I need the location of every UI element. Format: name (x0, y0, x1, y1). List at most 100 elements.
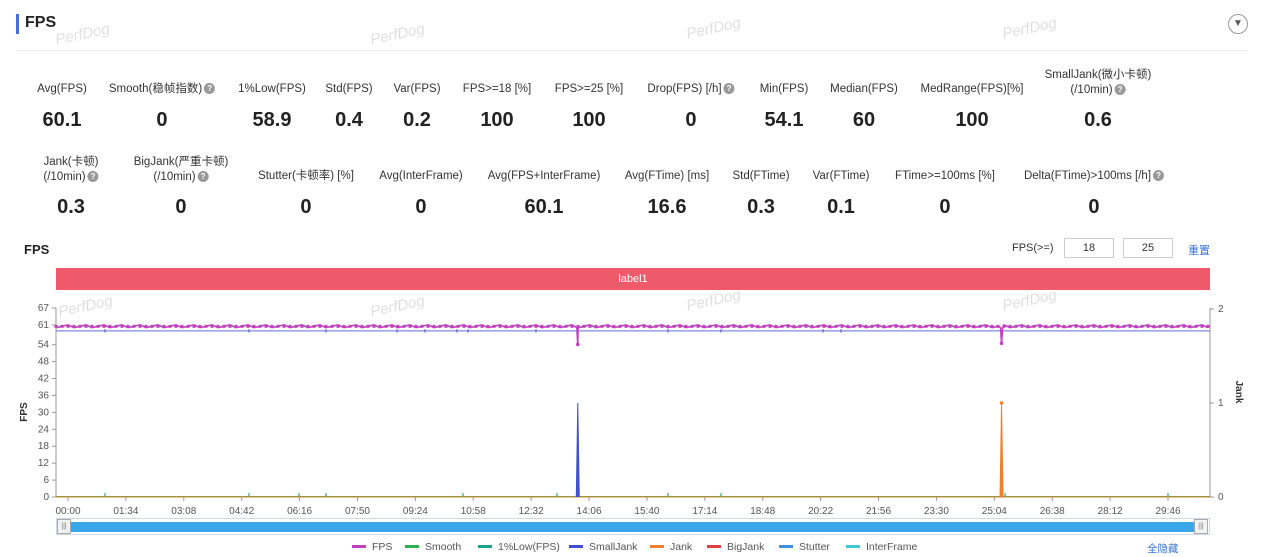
metric-value: 100 (480, 109, 514, 131)
series-fps-marker (1170, 324, 1174, 328)
series-fps-marker (750, 324, 754, 328)
series-fps-marker (192, 324, 196, 328)
series-fps-marker (1014, 324, 1018, 328)
legend-item-smalljank[interactable]: SmallJank (569, 541, 637, 553)
series-fps-marker (1176, 324, 1180, 328)
series-fps-marker (900, 324, 904, 328)
metric-row1-9: Median(FPS) 60 (830, 82, 898, 131)
metric-label: Avg(FPS+InterFrame) (487, 170, 601, 182)
chevron-down-icon[interactable]: ▼ (1228, 14, 1248, 34)
series-fps-marker (1068, 324, 1072, 328)
legend-item-interframe[interactable]: InterFrame (846, 541, 917, 553)
series-fps-marker (120, 324, 124, 328)
zoom-slider-range[interactable] (64, 522, 1200, 532)
page-title: FPS (25, 14, 57, 31)
series-fps-marker (450, 324, 454, 328)
metric-row2-7: Var(FTime) 0.1 (813, 169, 870, 218)
help-icon[interactable]: ? (1153, 170, 1165, 182)
series-fps-marker (1110, 324, 1114, 328)
series-fps-marker (1134, 324, 1138, 328)
series-fps-marker (114, 324, 118, 328)
series-fps-marker (954, 324, 958, 328)
help-icon[interactable]: ? (197, 171, 209, 183)
y-right-tick-label: 0 (1218, 492, 1224, 503)
legend-swatch (779, 544, 793, 548)
x-tick-label: 18:48 (750, 506, 775, 517)
series-fps-marker (576, 324, 580, 328)
metric-label-unit: (/10min)? (134, 170, 229, 185)
series-fps-marker (1026, 324, 1030, 328)
zoom-handle-left[interactable]: ||| (57, 519, 71, 534)
legend-swatch (650, 544, 664, 548)
series-fps-marker (1008, 324, 1012, 328)
series-fps-marker (618, 324, 622, 328)
metric-row1-8: Min(FPS) 54.1 (760, 82, 809, 131)
metric-label: FPS>=25 [%] (554, 83, 624, 95)
legend-item-stutter[interactable]: Stutter (779, 541, 830, 553)
legend-item-fps[interactable]: FPS (352, 541, 392, 553)
series-fps-marker (558, 324, 562, 328)
y-axis-title-left: FPS (19, 402, 30, 422)
metric-value: 0 (415, 196, 427, 218)
series-fps-marker (204, 324, 208, 328)
metric-row1-1: Smooth(稳帧指数)? 0 (109, 82, 216, 131)
metric-label-unit: (/10min)? (1045, 83, 1152, 98)
metric-label: FPS>=18 [%] (462, 83, 532, 95)
series-fps-marker (1116, 324, 1120, 328)
hide-all-button[interactable]: 全隐藏 (1147, 543, 1179, 555)
legend-swatch (707, 544, 721, 548)
help-icon[interactable]: ? (204, 83, 216, 95)
legend-item-smooth[interactable]: Smooth (405, 541, 461, 553)
series-fps-marker (1074, 324, 1078, 328)
series-fps-marker (972, 324, 976, 328)
metric-row1-11: SmallJank(微小卡顿) (/10min)? 0.6 (1045, 68, 1152, 131)
legend-item-bigjank[interactable]: BigJank (707, 541, 764, 553)
series-fps-marker (1098, 324, 1102, 328)
series-fps-marker (444, 324, 448, 328)
zoom-handle-right[interactable]: ||| (1194, 519, 1208, 534)
legend-label: 1%Low(FPS) (498, 541, 560, 553)
help-icon[interactable]: ? (1114, 84, 1126, 96)
x-tick-label: 03:08 (171, 506, 196, 517)
metric-label: BigJank(严重卡顿) (133, 156, 229, 168)
zoom-slider[interactable] (56, 518, 1210, 535)
series-fps-marker (246, 324, 250, 328)
legend-swatch (405, 544, 419, 548)
series-fps-marker (864, 324, 868, 328)
series-fps-marker (696, 324, 700, 328)
series-fps-marker (1044, 324, 1048, 328)
threshold-input-1[interactable] (1064, 238, 1114, 258)
series-fps-marker (822, 324, 826, 328)
series-fps-dip-point (999, 341, 1004, 346)
y-tick-label: 42 (38, 374, 50, 385)
series-fps-marker (270, 324, 274, 328)
metric-value: 0 (175, 196, 187, 218)
metric-value: 60 (852, 109, 876, 131)
series-fps-marker (264, 324, 268, 328)
metric-value: 0 (300, 196, 312, 218)
series-fps-marker (1200, 324, 1204, 328)
legend-item-1-low-fps-[interactable]: 1%Low(FPS) (478, 541, 560, 553)
series-fps-marker (834, 324, 838, 328)
help-icon[interactable]: ? (723, 83, 735, 95)
series-fps-marker (720, 324, 724, 328)
series-fps-marker (462, 324, 466, 328)
y-tick-label: 0 (43, 492, 49, 503)
metric-value: 0.2 (403, 109, 431, 131)
metric-row2-1: BigJank(严重卡顿) (/10min)? 0 (133, 155, 229, 218)
series-fps-marker (228, 324, 232, 328)
y-right-tick-label: 2 (1218, 304, 1224, 315)
metric-row2-8: FTime>=100ms [%] 0 (895, 169, 995, 218)
y-tick-label: 67 (38, 303, 50, 314)
label-bar[interactable]: label1 (56, 268, 1210, 290)
x-tick-label: 12:32 (519, 506, 544, 517)
legend-item-jank[interactable]: Jank (650, 541, 692, 553)
series-fps-marker (648, 324, 652, 328)
reset-button[interactable]: 重置 (1188, 245, 1210, 257)
help-icon[interactable]: ? (87, 171, 99, 183)
legend-swatch (569, 544, 583, 548)
series-fps-marker (996, 324, 1000, 328)
threshold-input-2[interactable] (1123, 238, 1173, 258)
metric-value: 0.1 (827, 196, 855, 218)
